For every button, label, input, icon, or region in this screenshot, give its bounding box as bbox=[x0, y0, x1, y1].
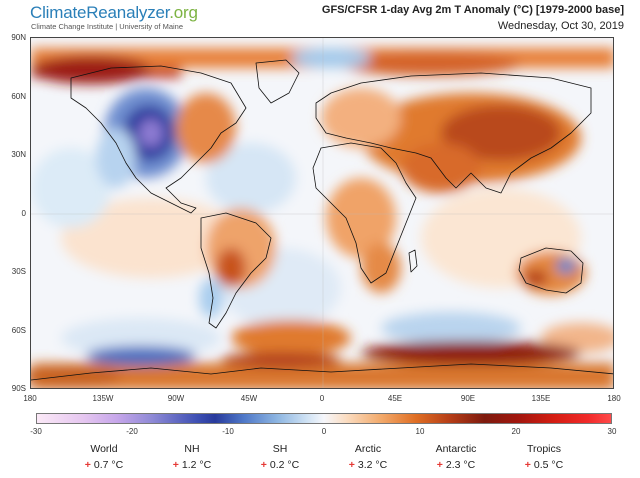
graticule bbox=[31, 38, 613, 388]
stat-arctic: Arctic +3.2 °C bbox=[323, 443, 413, 471]
stat-world: World +0.7 °C bbox=[59, 443, 149, 471]
anomaly-map bbox=[30, 37, 614, 389]
plus-icon: + bbox=[260, 459, 267, 471]
lon-label-45e: 45E bbox=[387, 394, 403, 403]
stat-antarctic: Antarctic +2.3 °C bbox=[411, 443, 501, 471]
anomaly-field bbox=[31, 48, 613, 388]
stat-name-antarctic: Antarctic bbox=[435, 443, 477, 455]
lon-label-90e: 90E bbox=[460, 394, 476, 403]
stat-value-nh: 1.2 °C bbox=[181, 459, 212, 471]
brand-tld: .org bbox=[169, 3, 198, 22]
lat-label-90s: 90S bbox=[11, 384, 26, 393]
stat-name-arctic: Arctic bbox=[354, 443, 382, 455]
lat-label-60n: 60N bbox=[11, 92, 26, 101]
colorbar-tick-30: 30 bbox=[607, 427, 617, 436]
stat-value-arctic: 3.2 °C bbox=[357, 459, 388, 471]
colorbar-tick-neg10: -10 bbox=[222, 427, 234, 436]
plus-icon: + bbox=[436, 459, 443, 471]
plus-icon: + bbox=[348, 459, 355, 471]
lon-label-135w: 135W bbox=[92, 394, 114, 403]
map-date: Wednesday, Oct 30, 2019 bbox=[497, 20, 624, 32]
colorbar-tick-10: 10 bbox=[415, 427, 425, 436]
brand-logo[interactable]: ClimateReanalyzer.org bbox=[30, 3, 198, 23]
lon-label-0: 0 bbox=[319, 394, 325, 403]
stat-value-antarctic: 2.3 °C bbox=[445, 459, 476, 471]
brand-subtitle: Climate Change Institute | University of… bbox=[31, 22, 184, 31]
anomaly-map-svg bbox=[31, 38, 613, 388]
stat-value-world: 0.7 °C bbox=[93, 459, 124, 471]
coastlines bbox=[31, 59, 613, 381]
stat-tropics: Tropics +0.5 °C bbox=[499, 443, 589, 471]
lon-label-180w: 180 bbox=[23, 394, 37, 403]
lon-label-180e: 180 bbox=[607, 394, 621, 403]
lat-label-30n: 30N bbox=[11, 150, 26, 159]
map-title: GFS/CFSR 1-day Avg 2m T Anomaly (°C) [19… bbox=[321, 4, 624, 16]
colorbar-tick-neg30: -30 bbox=[30, 427, 42, 436]
lat-label-0: 0 bbox=[21, 209, 26, 218]
colorbar-tick-0: 0 bbox=[321, 427, 327, 436]
stat-name-sh: SH bbox=[272, 443, 288, 455]
colorbar-tick-20: 20 bbox=[511, 427, 521, 436]
lat-label-60s: 60S bbox=[11, 326, 26, 335]
lon-label-45w: 45W bbox=[240, 394, 258, 403]
regional-stats: World +0.7 °C NH +1.2 °C SH +0.2 °C Arct… bbox=[0, 443, 640, 477]
stat-sh: SH +0.2 °C bbox=[235, 443, 325, 471]
stat-value-sh: 0.2 °C bbox=[269, 459, 300, 471]
plus-icon: + bbox=[524, 459, 531, 471]
stat-name-nh: NH bbox=[184, 443, 200, 455]
stat-value-tropics: 0.5 °C bbox=[533, 459, 564, 471]
colorbar bbox=[36, 413, 612, 424]
brand-main: ClimateReanalyzer bbox=[30, 3, 170, 22]
lon-label-90w: 90W bbox=[167, 394, 185, 403]
lat-label-30s: 30S bbox=[11, 267, 26, 276]
plus-icon: + bbox=[172, 459, 179, 471]
stat-name-tropics: Tropics bbox=[526, 443, 562, 455]
lon-label-135e: 135E bbox=[531, 394, 551, 403]
stat-nh: NH +1.2 °C bbox=[147, 443, 237, 471]
plus-icon: + bbox=[84, 459, 91, 471]
lat-label-90n: 90N bbox=[11, 33, 26, 42]
colorbar-tick-neg20: -20 bbox=[126, 427, 138, 436]
stat-name-world: World bbox=[90, 443, 118, 455]
